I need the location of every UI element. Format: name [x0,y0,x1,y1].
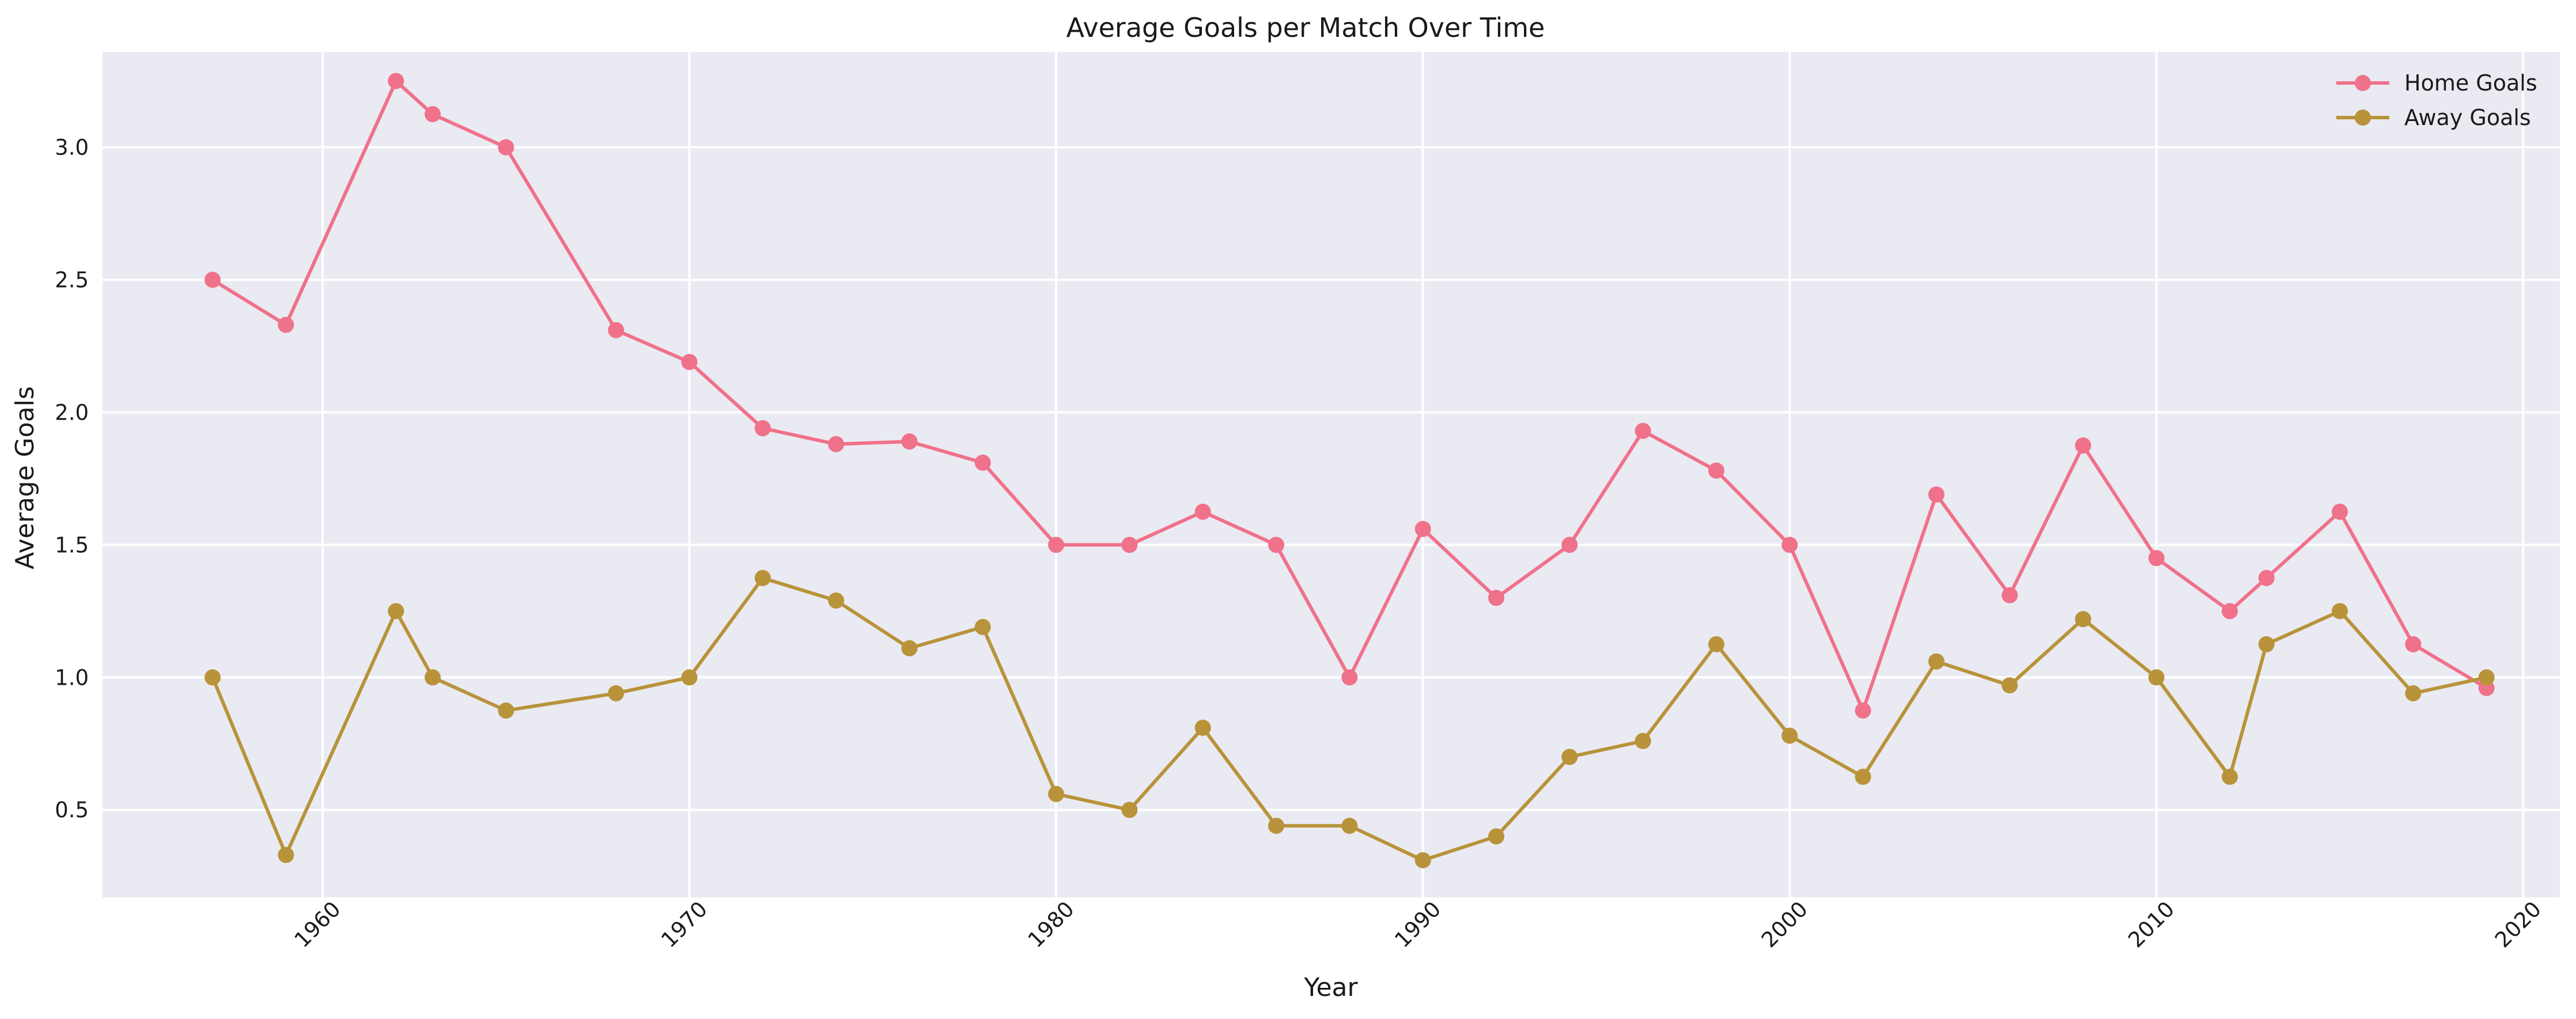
x-tick-label: 2010 [2123,897,2179,953]
y-tick-label: 1.5 [55,533,89,557]
y-tick-label: 1.0 [55,665,89,690]
series-home-goals [204,73,2495,719]
data-point-home-goals [1708,462,1724,479]
data-point-home-goals [424,106,441,123]
data-point-away-goals [828,592,845,609]
x-tick-label: 1960 [290,897,346,953]
y-tick-label: 0.5 [55,798,89,822]
data-point-away-goals [498,702,515,719]
data-point-home-goals [608,322,625,338]
data-point-away-goals [1928,653,1945,670]
data-point-away-goals [2222,768,2238,785]
x-tick-label: 1970 [656,897,712,953]
y-tick-label: 2.0 [55,400,89,425]
x-tick-label: 1980 [1023,897,1079,953]
x-tick-label: 2000 [1757,897,1813,953]
data-point-home-goals [2258,569,2275,586]
data-point-home-goals [1194,503,1211,520]
data-point-home-goals [974,454,991,471]
series-layer [204,73,2495,869]
data-point-home-goals [1048,537,1065,553]
data-point-home-goals [2332,503,2348,520]
data-point-away-goals [2478,669,2495,686]
data-point-home-goals [388,73,404,89]
legend-swatch-marker-away-goals [2355,110,2371,126]
data-point-away-goals [754,569,771,586]
data-point-away-goals [2405,685,2422,701]
data-point-away-goals [2148,669,2165,686]
chart-title: Average Goals per Match Over Time [1066,12,1545,43]
data-point-away-goals [2258,636,2275,652]
data-point-home-goals [1268,537,1285,553]
data-point-away-goals [424,669,441,686]
legend-label-home-goals: Home Goals [2404,70,2537,96]
x-axis-ticks: 1960 1970 1980 1990 2000 2010 2020 [290,897,2546,953]
data-point-away-goals [974,618,991,635]
data-point-away-goals [1341,817,1358,834]
data-point-home-goals [498,139,515,156]
legend-label-away-goals: Away Goals [2404,105,2531,130]
data-point-home-goals [2075,437,2091,454]
legend-swatch-marker-home-goals [2355,75,2371,91]
data-point-away-goals [1048,786,1065,802]
data-point-away-goals [1708,636,1724,652]
data-point-home-goals [901,433,918,450]
data-point-home-goals [828,436,845,452]
data-point-home-goals [1121,537,1138,553]
plot-area [103,52,2560,897]
data-point-away-goals [1488,828,1504,845]
data-point-home-goals [204,271,221,288]
data-point-away-goals [1414,852,1431,869]
data-point-home-goals [2405,636,2422,652]
data-point-away-goals [1561,749,1578,765]
data-point-away-goals [1635,733,1651,749]
data-point-home-goals [1781,537,1798,553]
data-point-away-goals [1855,768,1871,785]
data-point-home-goals [1635,422,1651,439]
data-point-away-goals [608,685,625,701]
data-point-away-goals [2332,603,2348,620]
data-point-away-goals [1121,802,1138,818]
data-point-home-goals [1341,669,1358,686]
data-point-away-goals [388,603,404,620]
data-point-away-goals [2002,677,2018,694]
x-tick-label: 2020 [2490,897,2546,953]
data-point-home-goals [2222,603,2238,620]
data-point-home-goals [1488,590,1504,606]
gridlines [103,52,2560,897]
data-point-home-goals [2148,550,2165,567]
y-tick-label: 3.0 [55,135,89,160]
series-away-goals [204,569,2495,869]
data-point-away-goals [204,669,221,686]
x-axis-label: Year [1303,973,1358,1002]
data-point-away-goals [901,640,918,656]
data-point-home-goals [681,354,698,371]
data-point-away-goals [1781,727,1798,744]
legend: Home Goals Away Goals [2336,70,2537,130]
data-point-away-goals [1194,719,1211,736]
series-line-home-goals [211,79,2488,712]
data-point-home-goals [1561,537,1578,553]
y-axis-ticks: 0.5 1.0 1.5 2.0 2.5 3.0 [55,135,89,823]
data-point-home-goals [754,420,771,437]
data-point-home-goals [2002,587,2018,603]
y-axis-label: Average Goals [10,386,40,569]
data-point-away-goals [2075,611,2091,628]
data-point-away-goals [681,669,698,686]
y-tick-label: 2.5 [55,267,89,292]
x-tick-label: 1990 [1390,897,1446,953]
data-point-home-goals [1855,702,1871,719]
data-point-home-goals [1414,520,1431,537]
data-point-home-goals [1928,486,1945,503]
data-point-home-goals [278,316,294,333]
series-line-away-goals [211,576,2487,862]
data-point-away-goals [1268,817,1285,834]
data-point-away-goals [278,847,294,863]
